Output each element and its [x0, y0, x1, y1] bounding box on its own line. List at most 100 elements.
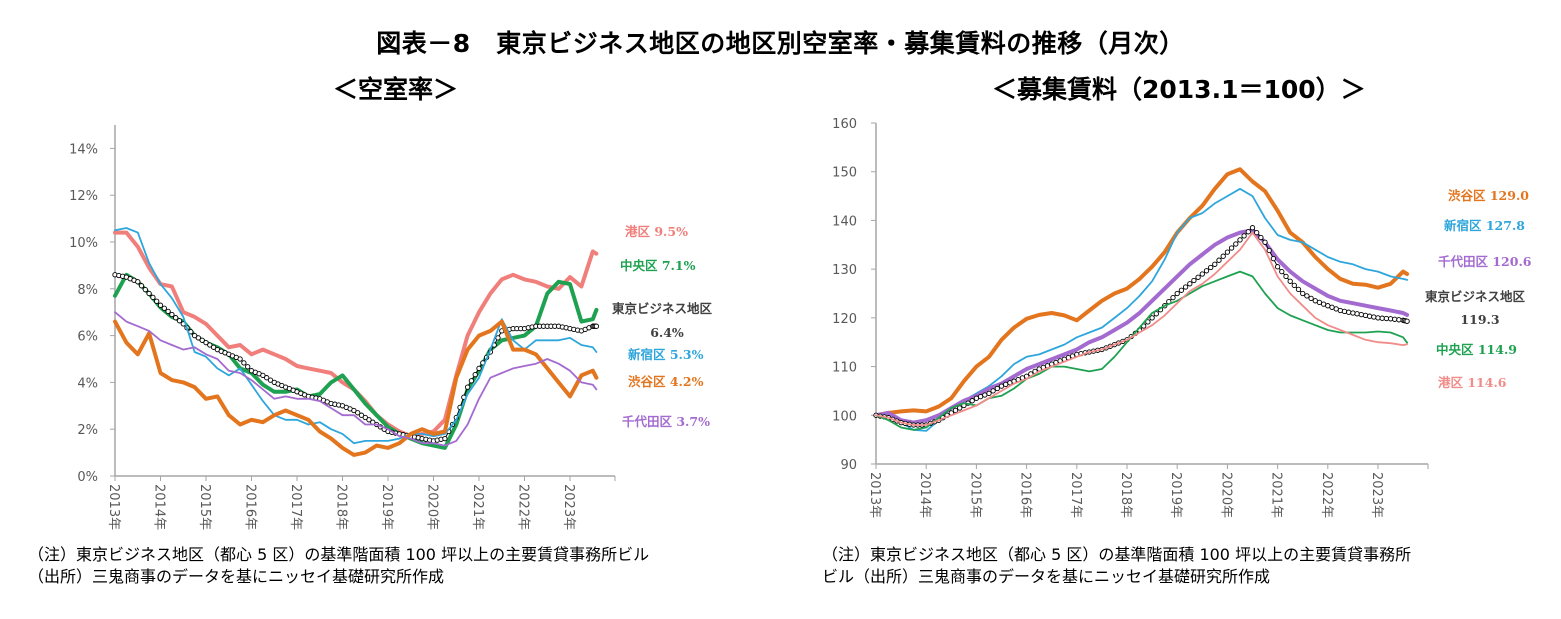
rent-line-2: [874, 228, 1410, 425]
rent-marker: [1375, 315, 1381, 321]
rent-marker: [1228, 245, 1235, 251]
rent-end-label-name: 新宿区: [1444, 218, 1486, 233]
vacancy-marker: [195, 335, 202, 341]
rent-marker: [1354, 311, 1360, 317]
vacancy-end-label-name: 港区: [625, 224, 654, 239]
rent-end-label-value: 127.8: [1486, 218, 1525, 233]
rent-marker: [1274, 264, 1281, 270]
rent-marker: [998, 383, 1005, 389]
vacancy-marker: [210, 344, 217, 350]
rent-end-label: 中央区 114.9: [1436, 342, 1517, 357]
vacancy-chart-note: （注）東京ビジネス地区（都心 5 区）の基準階面積 100 坪以上の主要賃貸事務…: [28, 545, 650, 586]
rent-marker: [1304, 293, 1310, 299]
vacancy-end-label-name: 新宿区: [628, 347, 670, 362]
rent-end-label-name: 中央区: [1436, 342, 1478, 357]
vacancy-marker: [351, 407, 357, 414]
vacancy-end-label-name: 渋谷区: [628, 374, 670, 389]
rent-marker: [1003, 381, 1009, 388]
rent-end-label-value: 120.6: [1492, 254, 1531, 269]
rent-marker: [957, 405, 963, 411]
rent-marker: [1145, 319, 1151, 325]
rent-end-label: 千代田区 120.6: [1438, 254, 1532, 269]
rent-marker: [1362, 312, 1369, 319]
vacancy-axes: 0% 2% 4% 6% 8% 10% 12% 14% 2013年 2014年 2015年 2016年 2…: [69, 125, 616, 530]
rent-y-tick-label: 100: [832, 409, 857, 424]
rent-x-tick-label: 2023年: [1369, 472, 1384, 518]
vacancy-marker: [468, 378, 475, 384]
rent-end-labels: 渋谷区 129.0 新宿区 127.8 千代田区 120.6 東京ビジネス地区 119.…: [1425, 188, 1532, 390]
rent-y-tick-label: 90: [840, 458, 857, 473]
vacancy-end-label: 中央区 7.1%: [620, 258, 696, 273]
vacancy-marker: [267, 377, 274, 383]
vacancy-x-tick-label: 2023年: [561, 484, 576, 530]
vacancy-marker: [146, 290, 152, 297]
rent-index-chart: 90 100 110 120 130 140 150 160 2013年 2014年 2015年 20…: [832, 117, 1532, 518]
rent-marker: [1325, 303, 1331, 309]
rent-marker: [1366, 313, 1373, 319]
vacancy-x-tick-label: 2013年: [106, 484, 121, 530]
vacancy-y-tick-label: 6%: [77, 330, 98, 345]
rent-marker: [1279, 268, 1285, 275]
vacancy-marker: [191, 332, 198, 339]
rent-marker: [1358, 311, 1364, 318]
rent-marker: [1187, 281, 1193, 287]
vacancy-marker: [138, 283, 145, 289]
rent-x-tick-label: 2017年: [1068, 472, 1083, 518]
vacancy-end-label-value: 4.2%: [670, 374, 704, 389]
vacancy-series-lines: [112, 227, 600, 457]
rent-marker: [1233, 241, 1239, 247]
rent-marker: [1178, 287, 1185, 293]
vacancy-marker: [260, 372, 266, 379]
vacancy-y-tick-label: 0%: [77, 470, 98, 485]
rent-x-tick-label: 2022年: [1319, 472, 1334, 518]
rent-end-label-value: 129.0: [1490, 188, 1529, 203]
vacancy-y-tick-label: 10%: [69, 236, 98, 251]
rent-marker: [973, 395, 980, 401]
rent-x-tick-label: 2014年: [917, 472, 932, 518]
rent-marker: [1404, 318, 1410, 324]
rent-end-label-name: 港区: [1438, 375, 1467, 390]
rent-end-label-value: 119.3: [1460, 312, 1499, 327]
vacancy-marker: [173, 315, 179, 321]
rent-marker: [977, 393, 984, 400]
rent-x-tick-label: 2013年: [867, 472, 882, 518]
rent-marker: [1283, 273, 1289, 280]
vacancy-end-label-name: 東京ビジネス地区: [612, 301, 713, 316]
vacancy-marker: [472, 371, 478, 378]
rent-end-label-value: 114.6: [1467, 375, 1506, 390]
rent-x-tick-label: 2016年: [1018, 472, 1033, 518]
vacancy-end-label-name: 中央区: [620, 258, 662, 273]
rent-marker: [1182, 284, 1189, 290]
rent-line-0: [874, 167, 1410, 418]
rent-marker: [986, 390, 992, 397]
figure-title: 図表－8 東京ビジネス地区の地区別空室率・募集賃料の推移（月次）: [376, 29, 1185, 58]
rent-chart-subtitle: ＜募集賃料（2013.1＝100）＞: [992, 75, 1366, 104]
vacancy-marker: [161, 305, 167, 311]
rent-y-tick-label: 150: [832, 166, 857, 181]
rent-end-label: 渋谷区 129.0: [1448, 188, 1529, 203]
rent-marker: [1174, 290, 1180, 297]
rent-x-tick-label: 2015年: [967, 472, 982, 518]
rent-marker: [1191, 277, 1197, 284]
rent-marker: [1379, 315, 1385, 321]
vacancy-end-label-value: 3.7%: [676, 414, 710, 429]
rent-marker: [1220, 253, 1226, 259]
vacancy-marker: [203, 339, 209, 346]
vacancy-marker: [169, 311, 175, 318]
rent-marker: [1266, 247, 1272, 254]
vacancy-marker: [207, 342, 213, 348]
rent-chart-note: （注）東京ビジネス地区（都心 5 区）の基準階面積 100 坪以上の主要賃貸事務…: [822, 545, 1412, 586]
rent-marker: [1170, 294, 1176, 301]
vacancy-y-tick-label: 12%: [69, 189, 98, 204]
rent-x-tick-label: 2021年: [1269, 472, 1284, 518]
vacancy-marker: [366, 417, 372, 423]
rent-marker: [1308, 295, 1314, 302]
rent-x-tick-label: 2019年: [1168, 472, 1183, 518]
rent-marker: [1262, 239, 1268, 245]
rent-marker: [1392, 316, 1398, 322]
rent-y-tick-label: 130: [832, 263, 857, 278]
vacancy-x-tick-label: 2014年: [152, 484, 167, 530]
rent-marker: [1237, 237, 1243, 243]
vacancy-marker: [355, 410, 361, 416]
